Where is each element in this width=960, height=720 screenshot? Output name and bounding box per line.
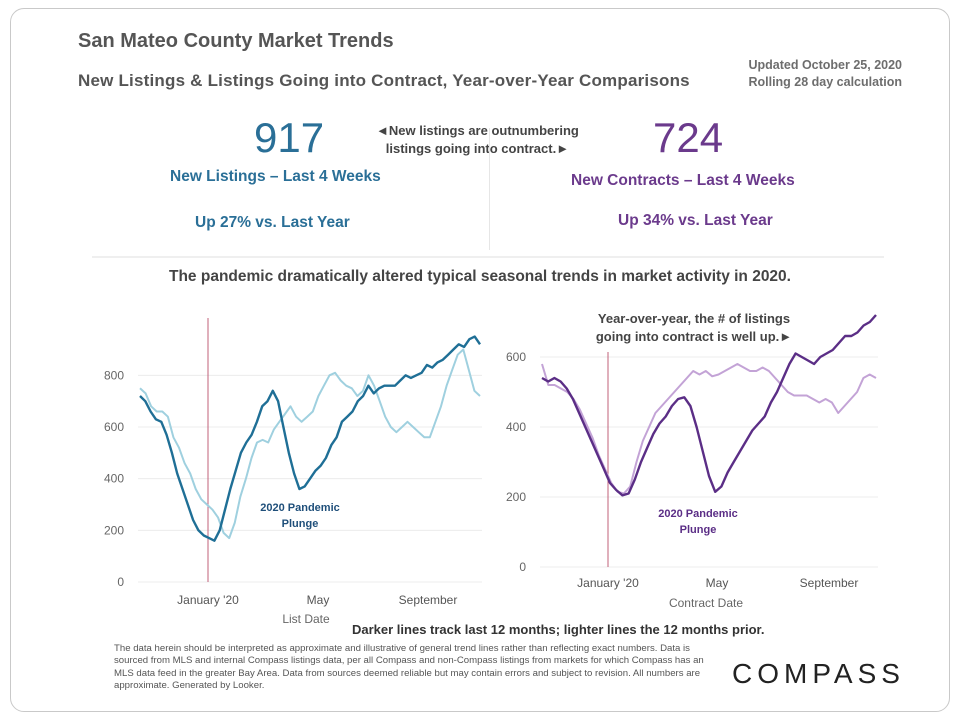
- y-tick-label: 600: [104, 420, 124, 434]
- disclaimer-text: The data herein should be interpreted as…: [114, 643, 704, 692]
- yoy-callout: going into contract is well up.►: [596, 329, 792, 344]
- series-line-prior-12-months: [139, 348, 481, 540]
- x-tick-label: May: [307, 593, 330, 607]
- y-tick-label: 600: [506, 350, 526, 364]
- kpi-note-line1: ◄New listings are outnumbering: [376, 123, 579, 138]
- new-contracts-value: 724: [653, 114, 724, 161]
- kpi-divider: [489, 128, 490, 250]
- x-tick-label: September: [800, 576, 859, 590]
- section-divider: [92, 256, 884, 258]
- kpi-note-line2: listings going into contract.►: [385, 141, 570, 156]
- new-listings-chart: 0 200 400 600 800 January '20 May September List…: [104, 318, 482, 625]
- pandemic-plunge-annotation: Plunge: [680, 524, 717, 536]
- new-listings-change: Up 27% vs. Last Year: [195, 214, 350, 231]
- x-axis-label: List Date: [282, 612, 330, 625]
- pandemic-plunge-annotation: Plunge: [282, 518, 319, 530]
- yoy-callout: Year-over-year, the # of listings: [598, 311, 790, 326]
- new-contracts-change: Up 34% vs. Last Year: [618, 212, 773, 229]
- kpi-comparison-note: ◄New listings are outnumbering listings …: [376, 122, 579, 158]
- x-tick-label: September: [399, 593, 458, 607]
- page-title: San Mateo County Market Trends: [78, 30, 394, 52]
- updated-date: Updated October 25, 2020: [748, 58, 902, 72]
- updated-info: Updated October 25, 2020 Rolling 28 day …: [748, 57, 902, 91]
- new-listings-label: New Listings – Last 4 Weeks: [170, 168, 381, 185]
- compass-logo: COMPASS: [732, 658, 905, 689]
- series-line-last-12-months: [541, 314, 877, 497]
- series-line-last-12-months: [139, 335, 481, 542]
- y-tick-label: 800: [104, 368, 124, 382]
- y-tick-label: 400: [506, 420, 526, 434]
- pandemic-plunge-annotation: 2020 Pandemic: [260, 502, 340, 514]
- y-tick-label: 200: [104, 523, 124, 537]
- x-tick-label: January '20: [177, 593, 239, 607]
- y-tick-label: 200: [506, 490, 526, 504]
- slide-card: [10, 8, 950, 712]
- new-listings-value: 917: [254, 114, 325, 161]
- y-tick-label: 0: [519, 560, 526, 574]
- new-contracts-chart: 0 200 400 600 January '20 May September Contrac…: [506, 311, 878, 610]
- rolling-calc-note: Rolling 28 day calculation: [748, 75, 902, 89]
- section-heading: The pandemic dramatically altered typica…: [169, 268, 791, 285]
- x-tick-label: January '20: [577, 576, 639, 590]
- x-tick-label: May: [706, 576, 729, 590]
- x-axis-label: Contract Date: [669, 596, 743, 610]
- line-legend-note: Darker lines track last 12 months; light…: [352, 622, 765, 637]
- y-tick-label: 0: [117, 575, 124, 589]
- y-tick-label: 400: [104, 472, 124, 486]
- page-subtitle: New Listings & Listings Going into Contr…: [78, 71, 690, 90]
- pandemic-plunge-annotation: 2020 Pandemic: [658, 508, 738, 520]
- new-contracts-label: New Contracts – Last 4 Weeks: [571, 172, 795, 189]
